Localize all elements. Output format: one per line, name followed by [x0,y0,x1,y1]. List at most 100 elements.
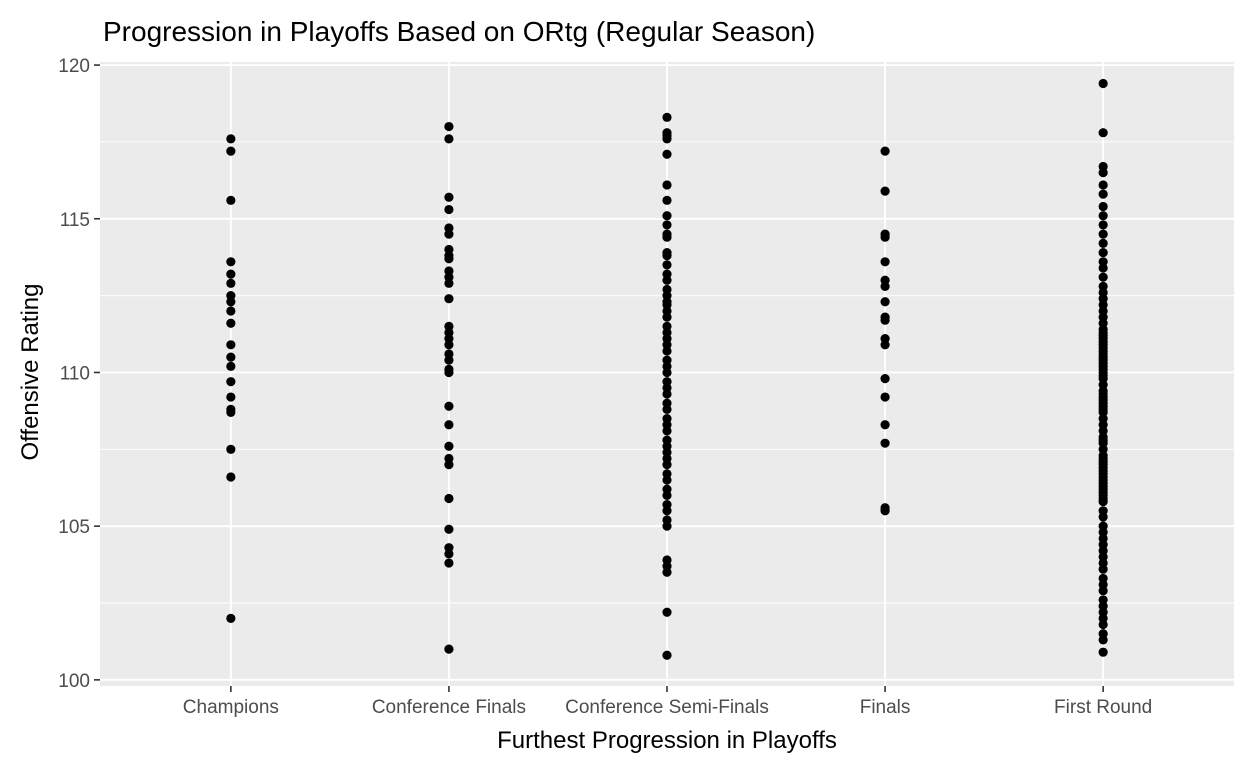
data-point [226,392,235,401]
data-point [662,522,671,531]
data-point [1099,190,1108,199]
data-point [662,113,671,122]
data-point [880,147,889,156]
data-point [444,442,453,451]
data-point [226,319,235,328]
x-tick-label: Conference Semi-Finals [565,697,769,718]
data-point [226,279,235,288]
data-point [1099,230,1108,239]
data-point [662,134,671,143]
data-point [880,282,889,291]
y-axis: 100105110115120 [58,56,100,692]
data-point [662,651,671,660]
data-point [880,392,889,401]
data-point [1099,620,1108,629]
data-point [662,211,671,220]
data-point [226,196,235,205]
data-point [662,491,671,500]
data-point [444,494,453,503]
data-point [662,276,671,285]
data-point [444,134,453,143]
data-point [880,297,889,306]
data-point [444,193,453,202]
data-point [444,122,453,131]
data-point [880,439,889,448]
y-tick-label: 115 [60,210,90,231]
data-point [1099,239,1108,248]
data-point [662,608,671,617]
data-point [1099,211,1108,220]
data-point [226,445,235,454]
x-tick-label: Champions [183,697,279,718]
data-point [880,233,889,242]
data-point [880,420,889,429]
data-point [662,368,671,377]
data-point [662,150,671,159]
x-tick-label: Conference Finals [372,697,526,718]
data-point [662,180,671,189]
data-point [226,257,235,266]
data-point [444,558,453,567]
data-point [662,313,671,322]
data-point [1099,79,1108,88]
data-point [1099,512,1108,521]
data-point [662,475,671,484]
x-axis-label: Furthest Progression in Playoffs [497,727,837,754]
data-point [880,506,889,515]
data-point [444,294,453,303]
data-point [662,389,671,398]
data-point [226,147,235,156]
data-point [1099,263,1108,272]
data-point [1099,202,1108,211]
data-point [226,269,235,278]
data-point [1099,248,1108,257]
data-point [444,205,453,214]
data-point [444,356,453,365]
y-axis-label: Offensive Rating [17,284,44,461]
data-point [880,340,889,349]
data-point [226,134,235,143]
data-point [226,408,235,417]
data-point [226,472,235,481]
data-point [662,251,671,260]
data-point [226,377,235,386]
y-tick-label: 105 [58,517,90,538]
data-point [880,316,889,325]
data-point [444,525,453,534]
data-point [662,260,671,269]
chart-title: Progression in Playoffs Based on ORtg (R… [103,16,815,47]
data-point [444,549,453,558]
data-point [444,368,453,377]
data-point [662,346,671,355]
data-point [444,254,453,263]
data-point [662,405,671,414]
data-point [444,340,453,349]
data-point [226,297,235,306]
x-tick-label: Finals [860,697,911,718]
data-point [662,460,671,469]
data-point [226,306,235,315]
x-tick-label: First Round [1054,697,1152,718]
data-point [1099,168,1108,177]
y-tick-label: 110 [60,363,90,384]
data-point [444,230,453,239]
data-point [1099,565,1108,574]
data-point [662,426,671,435]
data-point [1099,648,1108,657]
data-point [880,374,889,383]
data-point [444,645,453,654]
data-point [1099,180,1108,189]
data-point [444,420,453,429]
data-point [1099,497,1108,506]
data-point [662,196,671,205]
y-tick-label: 120 [58,56,90,77]
data-point [226,614,235,623]
data-point [1099,586,1108,595]
data-point [1099,273,1108,282]
data-point [1099,220,1108,229]
data-point [662,233,671,242]
data-point [662,506,671,515]
data-point [880,257,889,266]
